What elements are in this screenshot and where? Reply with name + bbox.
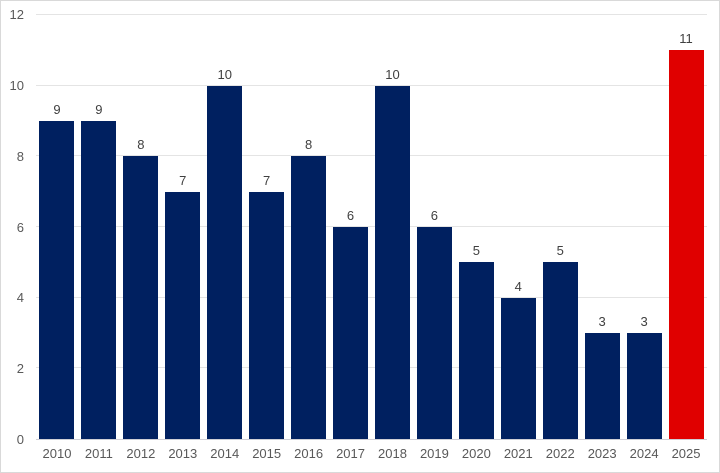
x-tick-label-2024: 2024 [629,446,659,461]
bar-2018 [374,85,410,439]
bar-2017 [333,227,369,439]
x-tick-label-2023: 2023 [587,446,617,461]
data-label-2022: 5 [556,243,564,259]
gridlines [36,14,707,439]
bar-2016 [291,156,327,439]
x-tick-label-2011: 2011 [84,446,113,461]
gridline-8 [36,155,707,157]
x-tick-label-2015: 2015 [252,446,282,461]
y-tick-label-10: 10 [9,77,24,93]
bar-2015 [249,191,285,439]
y-tick-label-12: 12 [9,7,24,22]
bar-column-2024: 3 [623,15,665,439]
gridline-10 [36,84,707,86]
bar-column-2013: 7 [162,15,204,439]
data-label-2012: 8 [137,137,145,153]
bar-2019 [416,227,452,439]
data-label-2016: 8 [304,137,313,153]
bar-2010 [39,121,75,439]
y-tick-label-4: 4 [16,290,24,306]
bar-2020 [458,262,494,439]
data-label-2011: 9 [95,102,103,117]
bar-column-2012: 8 [120,15,162,439]
data-label-2015: 7 [263,172,271,188]
x-tick-label-2022: 2022 [545,446,575,461]
bar-column-2016: 8 [288,15,330,439]
x-tick-label-2017: 2017 [336,446,365,461]
bar-column-2022: 5 [539,15,581,439]
gridline-6 [36,226,707,227]
data-label-2025: 11 [679,31,693,47]
bar-2013 [165,191,201,439]
data-label-2024: 3 [640,314,648,329]
bar-column-2020: 5 [455,15,497,439]
gridline-12 [36,14,707,15]
data-label-2014: 10 [217,66,232,82]
data-label-2023: 3 [598,314,606,329]
bar-column-2018: 10 [372,15,414,439]
x-tick-label-2019: 2019 [419,446,449,461]
y-tick-label-8: 8 [16,148,24,164]
gridline-4 [36,296,707,298]
bar-2021 [500,297,536,439]
data-label-2021: 4 [514,278,522,294]
y-tick-label-6: 6 [16,219,24,235]
x-tick-label-2021: 2021 [503,446,533,461]
plot-area: 9 9 8 7 10 7 8 6 10 6 5 4 5 3 3 11 [36,14,707,440]
data-label-2018: 10 [385,66,400,82]
data-label-2013: 7 [179,172,187,188]
y-tick-label-2: 2 [16,361,24,377]
data-label-2010: 9 [53,102,61,117]
bar-2014 [207,85,243,439]
gridline-2 [36,367,707,369]
bar-2025 [668,50,704,439]
bar-column-2025: 11 [665,15,707,439]
bar-2012 [123,156,159,439]
data-label-2017: 6 [346,208,355,223]
x-tick-label-2013: 2013 [168,446,198,461]
x-tick-label-2016: 2016 [294,446,324,461]
bar-column-2021: 4 [497,15,539,439]
x-axis: 2010 2011 2012 2013 2014 2015 2016 2017 2018 2019… [36,440,707,472]
bar-column-2010: 9 [36,15,78,439]
x-tick-label-2018: 2018 [378,446,407,461]
x-tick-label-2020: 2020 [461,446,491,461]
data-label-2019: 6 [430,208,439,223]
bar-2022 [542,262,578,439]
bar-column-2019: 6 [413,15,455,439]
y-tick-label-0: 0 [16,432,24,447]
bar-2024 [626,333,662,439]
x-tick-label-2012: 2012 [126,446,156,461]
bars-container: 9 9 8 7 10 7 8 6 10 6 5 4 5 3 3 11 [36,15,707,439]
bar-column-2017: 6 [330,15,372,439]
data-label-2020: 5 [472,243,480,259]
x-tick-label-2014: 2014 [210,446,240,461]
x-tick-label-2010: 2010 [42,446,72,461]
bar-2023 [584,333,620,439]
bar-column-2011: 9 [78,15,120,439]
bar-column-2015: 7 [246,15,288,439]
x-tick-label-2025: 2025 [671,446,701,461]
bar-2011 [81,121,117,439]
bar-column-2023: 3 [581,15,623,439]
bar-column-2014: 10 [204,15,246,439]
y-axis: 0 2 4 6 8 10 12 [1,7,31,447]
